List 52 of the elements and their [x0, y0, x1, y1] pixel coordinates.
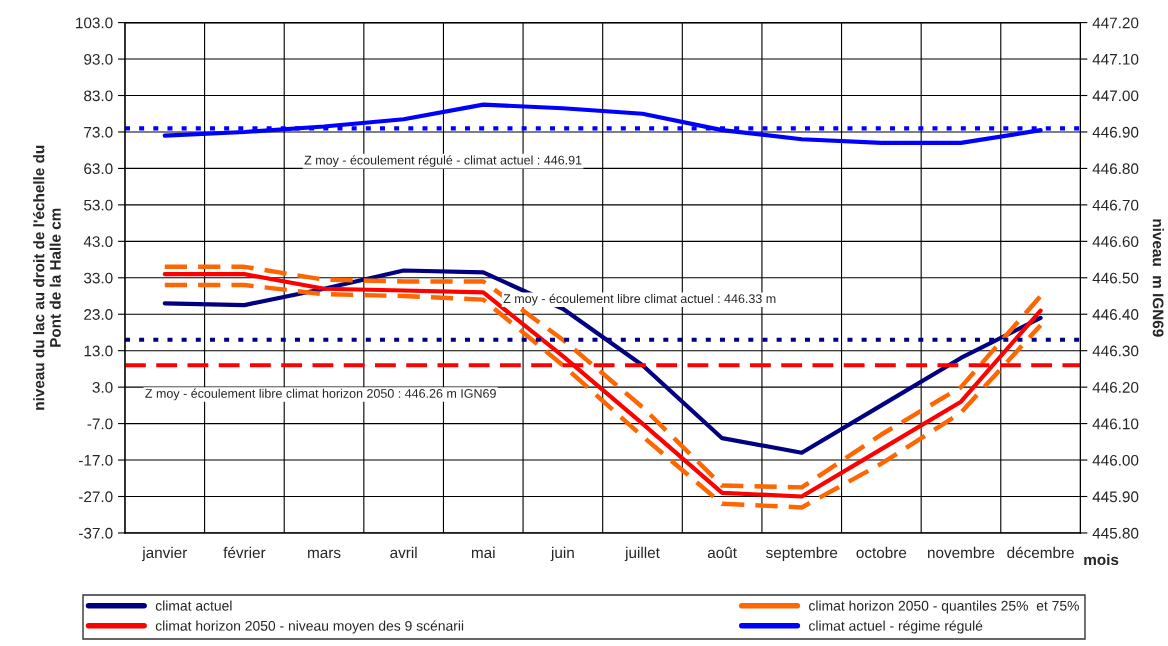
y2-tick-label: 446.80 [1092, 163, 1139, 175]
x-tick-label: mai [471, 546, 495, 559]
x-tick-label: février [223, 546, 266, 559]
legend-label: climat actuel - régime régulé [809, 620, 983, 634]
x-tick-label: août [707, 546, 737, 559]
y-tick-label: -27.0 [79, 491, 113, 503]
x-axis-title: mois [1084, 553, 1119, 566]
x-tick-label: juillet [624, 546, 660, 562]
y2-tick-label: 445.90 [1092, 491, 1139, 503]
x-tick-label: juin [550, 546, 574, 562]
y2-tick-label: 446.40 [1092, 309, 1139, 320]
x-tick-label: octobre [856, 546, 907, 559]
y-tick-label: -7.0 [87, 418, 113, 430]
y-tick-label: 93.0 [84, 53, 113, 65]
y2-axis-title: niveau m IGN69 [1152, 219, 1164, 337]
y-tick-label: 83.0 [84, 90, 113, 102]
ref-line-label: Z moy - écoulement libre climat actuel : 446.33 m [503, 293, 776, 306]
y-tick-label: 53.0 [84, 199, 113, 211]
y-tick-label: 23.0 [84, 309, 113, 320]
y2-tick-label: 447.10 [1092, 53, 1139, 65]
y-tick-label: 63.0 [84, 163, 113, 175]
x-tick-label: janvier [141, 546, 188, 562]
y2-tick-label: 447.00 [1092, 90, 1139, 102]
x-tick-label: novembre [928, 546, 995, 559]
x-tick-label: mars [308, 549, 341, 559]
x-tick-label: décembre [1007, 546, 1074, 559]
legend-label: climat actuel [155, 600, 232, 611]
y-axis-title: niveau du lac au droit de l'échelle du Pont de la Halle cm [33, 145, 61, 410]
y-tick-label: 3.0 [92, 382, 113, 393]
y-tick-label: 43.0 [83, 236, 113, 248]
y2-tick-label: 446.50 [1092, 272, 1139, 284]
y2-tick-label: 446.60 [1092, 236, 1139, 248]
y-tick-label: 103.0 [76, 17, 113, 29]
legend-label: climat horizon 2050 - quantiles 25% et 75% [809, 600, 1079, 614]
legend-label: climat horizon 2050 - niveau moyen des 9 scénarii [155, 620, 464, 634]
y-tick-label: -37.0 [79, 527, 113, 539]
y2-tick-label: 446.00 [1092, 454, 1139, 466]
x-tick-label: septembre [766, 546, 838, 562]
y-tick-label: 13.0 [84, 345, 113, 357]
y2-tick-label: 446.70 [1092, 199, 1139, 211]
y-tick-label: 73.0 [84, 126, 113, 138]
y2-tick-label: 445.80 [1092, 527, 1139, 539]
ref-line-label: Z moy - écoulement libre climat horizon 2050 : 446.26 m IGN69 [145, 388, 496, 401]
x-tick-label: avril [390, 546, 417, 559]
y2-tick-label: 446.90 [1092, 126, 1139, 138]
y2-tick-label: 446.30 [1092, 345, 1139, 357]
y2-tick-label: 446.20 [1092, 382, 1139, 393]
y2-tick-label: 447.20 [1092, 17, 1139, 29]
y2-tick-label: 446.10 [1092, 418, 1139, 430]
ref-line-label: Z moy - écoulement régulé - climat actuel : 446.91 [304, 155, 582, 168]
y-tick-label: -17.0 [79, 454, 113, 466]
y-tick-label: 33.0 [84, 272, 113, 284]
